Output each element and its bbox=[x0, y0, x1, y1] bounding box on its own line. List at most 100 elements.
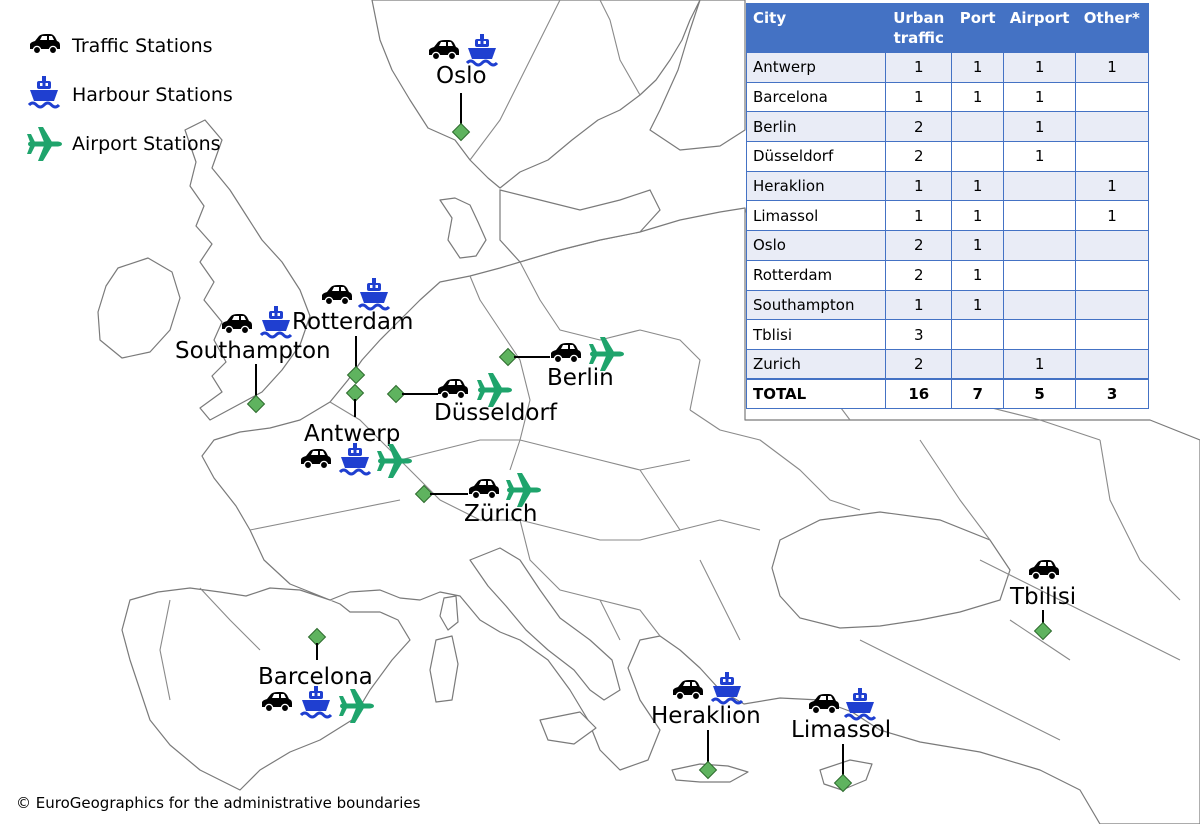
city-rotterdam[interactable]: Rotterdam bbox=[292, 276, 413, 384]
table-cell-other: 1 bbox=[1075, 52, 1149, 83]
table-cell-urban: 3 bbox=[885, 319, 953, 350]
table-cell-urban: 2 bbox=[885, 141, 953, 172]
airplane-icon bbox=[27, 127, 62, 161]
table-cell-port: 1 bbox=[951, 230, 1005, 261]
car-icon bbox=[672, 679, 704, 701]
table-cell-city: Antwerp bbox=[745, 52, 887, 83]
table-cell-other: 1 bbox=[1075, 170, 1149, 202]
header-other: Other* bbox=[1075, 3, 1149, 53]
city-oslo[interactable]: Oslo bbox=[428, 32, 499, 141]
table-cell-other bbox=[1075, 141, 1149, 172]
table-cell-airport: 1 bbox=[1003, 81, 1077, 113]
table-cell-other bbox=[1075, 111, 1149, 143]
table-cell-city: Tblisi bbox=[745, 319, 887, 350]
city-label-tbilisi: Tbilisi bbox=[1009, 584, 1076, 610]
header-airport: Airport bbox=[1003, 3, 1076, 53]
city-antwerp[interactable]: Antwerp bbox=[300, 384, 412, 478]
legend-label-harbour: Harbour Stations bbox=[72, 84, 233, 106]
ship-icon bbox=[357, 276, 391, 311]
header-city: City bbox=[746, 3, 886, 53]
total-label: TOTAL bbox=[745, 378, 887, 410]
table-cell-city: Heraklion bbox=[745, 170, 887, 202]
city-tbilisi[interactable]: Tbilisi bbox=[1009, 559, 1076, 640]
city-limassol[interactable]: Limassol bbox=[791, 686, 891, 792]
city-label-berlin: Berlin bbox=[547, 365, 614, 391]
total-airport: 5 bbox=[1003, 378, 1077, 410]
black-sea bbox=[771, 511, 1011, 629]
landmass-italy bbox=[469, 547, 621, 701]
table-cell-city: Barcelona bbox=[745, 81, 887, 113]
header-urban-traffic: Urban traffic bbox=[885, 3, 952, 53]
table-cell-urban: 1 bbox=[885, 200, 953, 232]
table-cell-airport bbox=[1003, 289, 1077, 321]
table-row: Southampton 1 1 bbox=[745, 289, 1149, 321]
table-row: Oslo 2 1 bbox=[745, 230, 1149, 261]
city-berlin[interactable]: Berlin bbox=[499, 337, 624, 391]
table-cell-airport: 1 bbox=[1003, 141, 1077, 172]
total-urban: 16 bbox=[885, 378, 953, 410]
table-row: Düsseldorf 2 1 bbox=[745, 141, 1149, 172]
table-cell-port: 1 bbox=[951, 170, 1005, 202]
table-row: Tblisi 3 bbox=[745, 319, 1149, 350]
total-port: 7 bbox=[951, 378, 1005, 410]
table-row: Antwerp 1 1 1 1 bbox=[745, 52, 1149, 83]
table-cell-city: Southampton bbox=[745, 289, 887, 321]
table-body: Antwerp 1 1 1 1 Barcelona 1 1 1 Berlin 2 1 Düsseldor… bbox=[745, 52, 1149, 380]
city-barcelona[interactable]: Barcelona bbox=[258, 628, 374, 723]
city-label-limassol: Limassol bbox=[791, 717, 891, 743]
table-cell-urban: 1 bbox=[885, 81, 953, 113]
legend-label-traffic: Traffic Stations bbox=[71, 35, 213, 57]
table-cell-airport: 1 bbox=[1003, 348, 1077, 380]
table-cell-port: 1 bbox=[951, 289, 1005, 321]
city-label-zurich: Zürich bbox=[464, 501, 537, 527]
city-southampton[interactable]: Southampton bbox=[175, 304, 331, 413]
legend: Traffic Stations Harbour Stations Airpor… bbox=[27, 33, 233, 161]
table-cell-city: Oslo bbox=[745, 230, 887, 261]
table-cell-airport bbox=[1003, 200, 1077, 232]
table-cell-other bbox=[1075, 348, 1149, 380]
table-cell-city: Limassol bbox=[745, 200, 887, 232]
table-cell-port: 1 bbox=[951, 81, 1005, 113]
baltic-sea bbox=[499, 189, 661, 263]
table-row: Berlin 2 1 bbox=[745, 111, 1149, 143]
table-cell-port: 1 bbox=[951, 259, 1005, 291]
city-dusseldorf[interactable]: Düsseldorf bbox=[387, 373, 558, 426]
total-other: 3 bbox=[1075, 378, 1149, 410]
table-cell-other bbox=[1075, 230, 1149, 261]
city-heraklion[interactable]: Heraklion bbox=[651, 670, 761, 779]
table-cell-port bbox=[951, 111, 1005, 143]
base-map bbox=[97, 0, 1200, 824]
table-cell-other bbox=[1075, 81, 1149, 113]
table-cell-port bbox=[951, 319, 1005, 350]
table-cell-airport bbox=[1003, 230, 1077, 261]
table-cell-urban: 2 bbox=[885, 230, 953, 261]
table-cell-urban: 2 bbox=[885, 111, 953, 143]
table-cell-urban: 1 bbox=[885, 52, 953, 83]
landmass-cyprus bbox=[819, 759, 873, 791]
table-cell-city: Berlin bbox=[745, 111, 887, 143]
table-cell-airport: 1 bbox=[1003, 52, 1077, 83]
table-total-row: TOTAL 16 7 5 3 bbox=[745, 378, 1149, 410]
table-row: Rotterdam 2 1 bbox=[745, 259, 1149, 291]
city-label-antwerp: Antwerp bbox=[304, 421, 400, 447]
table-cell-urban: 2 bbox=[885, 348, 953, 380]
landmass-denmark bbox=[439, 197, 487, 259]
table-header-row: City Urban traffic Port Airport Other* bbox=[746, 3, 1149, 53]
ship-icon bbox=[27, 74, 61, 109]
legend-label-airport: Airport Stations bbox=[72, 133, 221, 155]
city-label-oslo: Oslo bbox=[436, 63, 487, 89]
stations-table: City Urban traffic Port Airport Other* A… bbox=[745, 3, 1149, 410]
table-cell-port bbox=[951, 141, 1005, 172]
landmass-finland bbox=[649, 0, 746, 151]
map-credit: © EuroGeographics for the administrative… bbox=[16, 794, 421, 812]
landmass-great-britain bbox=[184, 119, 311, 421]
table-cell-port: 1 bbox=[951, 200, 1005, 232]
table-cell-urban: 1 bbox=[885, 289, 953, 321]
table-cell-city: Rotterdam bbox=[745, 259, 887, 291]
table-cell-city: Düsseldorf bbox=[745, 141, 887, 172]
table-row: Zurich 2 1 bbox=[745, 348, 1149, 380]
table-cell-airport: 1 bbox=[1003, 111, 1077, 143]
table-cell-airport bbox=[1003, 170, 1077, 202]
city-zurich[interactable]: Zürich bbox=[415, 473, 541, 527]
